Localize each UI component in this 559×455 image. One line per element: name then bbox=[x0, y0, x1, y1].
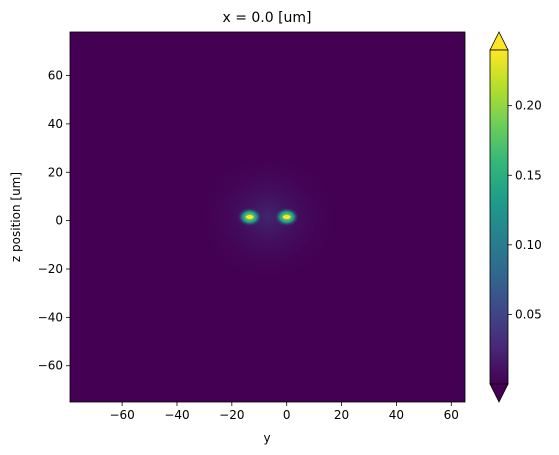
x-tick-label: −60 bbox=[109, 408, 134, 422]
hotspot-core-1 bbox=[245, 215, 254, 219]
colorbar-tick-label: 0.10 bbox=[515, 238, 542, 252]
x-tick-label: 20 bbox=[334, 408, 349, 422]
y-tick-label: −20 bbox=[38, 262, 63, 276]
y-axis-label: z position [um] bbox=[9, 172, 23, 262]
plot-frame bbox=[69, 31, 466, 403]
y-tick-label: −40 bbox=[38, 310, 63, 324]
chart-title: x = 0.0 [um] bbox=[222, 10, 311, 26]
x-tick-label: 60 bbox=[444, 408, 459, 422]
x-tick-label: 0 bbox=[283, 408, 291, 422]
y-tick-label: −60 bbox=[38, 359, 63, 373]
colorbar-extend-bottom bbox=[489, 383, 509, 403]
x-axis-label: y bbox=[263, 431, 270, 445]
x-tick-label: 40 bbox=[389, 408, 404, 422]
colorbar-tick-label: 0.05 bbox=[515, 307, 542, 321]
hotspot-core-2 bbox=[282, 215, 291, 219]
x-axis: −60 −40 −20 0 20 40 60 bbox=[109, 402, 459, 422]
hotspot-layer bbox=[198, 152, 339, 282]
colorbar-bar bbox=[489, 49, 509, 385]
y-axis: −60 −40 −20 0 20 40 60 bbox=[38, 69, 70, 373]
heatmap bbox=[70, 32, 465, 402]
y-tick-label: 0 bbox=[55, 214, 63, 228]
x-tick-label: −20 bbox=[219, 408, 244, 422]
colorbar-extend-top bbox=[489, 31, 509, 51]
y-tick-label: 60 bbox=[48, 69, 63, 83]
y-tick-label: 20 bbox=[48, 165, 63, 179]
field-halo bbox=[198, 152, 339, 282]
colorbar: 0.05 0.10 0.15 0.20 bbox=[489, 31, 542, 403]
y-tick-label: 40 bbox=[48, 117, 63, 131]
colorbar-tick-label: 0.20 bbox=[515, 99, 542, 113]
colorbar-ticks: 0.05 0.10 0.15 0.20 bbox=[508, 99, 542, 321]
x-tick-label: −40 bbox=[164, 408, 189, 422]
colorbar-tick-label: 0.15 bbox=[515, 168, 542, 182]
